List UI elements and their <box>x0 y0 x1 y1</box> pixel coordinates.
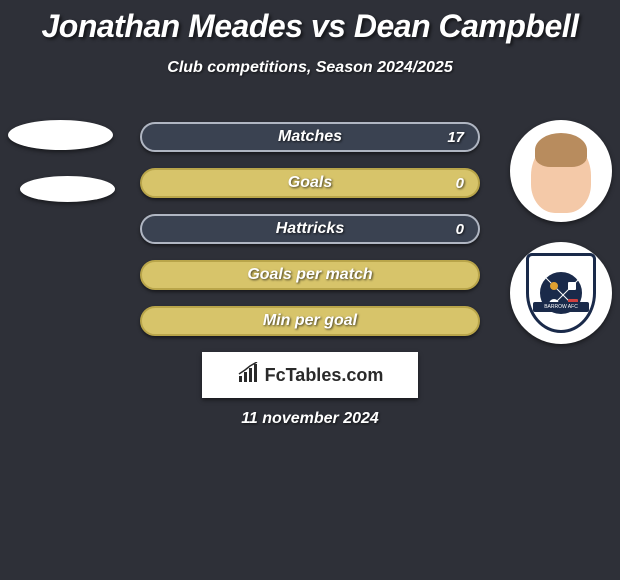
stat-bar-matches: Matches 17 <box>140 122 480 152</box>
date-label: 11 november 2024 <box>0 410 620 428</box>
stat-value: 17 <box>447 129 464 146</box>
stat-label: Matches <box>278 128 342 146</box>
season-subtitle: Club competitions, Season 2024/2025 <box>0 59 620 77</box>
stat-value: 0 <box>456 175 464 192</box>
player-face-icon <box>531 141 591 213</box>
stat-bar-goals-per-match: Goals per match <box>140 260 480 290</box>
left-player-graphics <box>8 120 115 228</box>
player2-photo <box>510 120 612 222</box>
player1-oval-top <box>8 120 113 150</box>
brand-text: FcTables.com <box>265 365 384 386</box>
stat-label: Goals <box>288 174 332 192</box>
right-player-graphics: BARROW AFC <box>510 120 612 364</box>
stat-bar-goals: Goals 0 <box>140 168 480 198</box>
stat-bars: Matches 17 Goals 0 Hattricks 0 Goals per… <box>140 122 480 352</box>
stat-label: Goals per match <box>247 266 372 284</box>
chart-icon <box>237 362 259 389</box>
player1-oval-bottom <box>20 176 115 202</box>
stat-bar-min-per-goal: Min per goal <box>140 306 480 336</box>
stat-bar-hattricks: Hattricks 0 <box>140 214 480 244</box>
comparison-title: Jonathan Meades vs Dean Campbell <box>0 0 620 45</box>
brand-watermark: FcTables.com <box>202 352 418 398</box>
crest-text: BARROW AFC <box>533 302 589 312</box>
stat-label: Min per goal <box>263 312 357 330</box>
crest-icon: BARROW AFC <box>526 253 596 333</box>
stat-value: 0 <box>456 221 464 238</box>
stat-label: Hattricks <box>276 220 344 238</box>
player2-club-crest: BARROW AFC <box>510 242 612 344</box>
